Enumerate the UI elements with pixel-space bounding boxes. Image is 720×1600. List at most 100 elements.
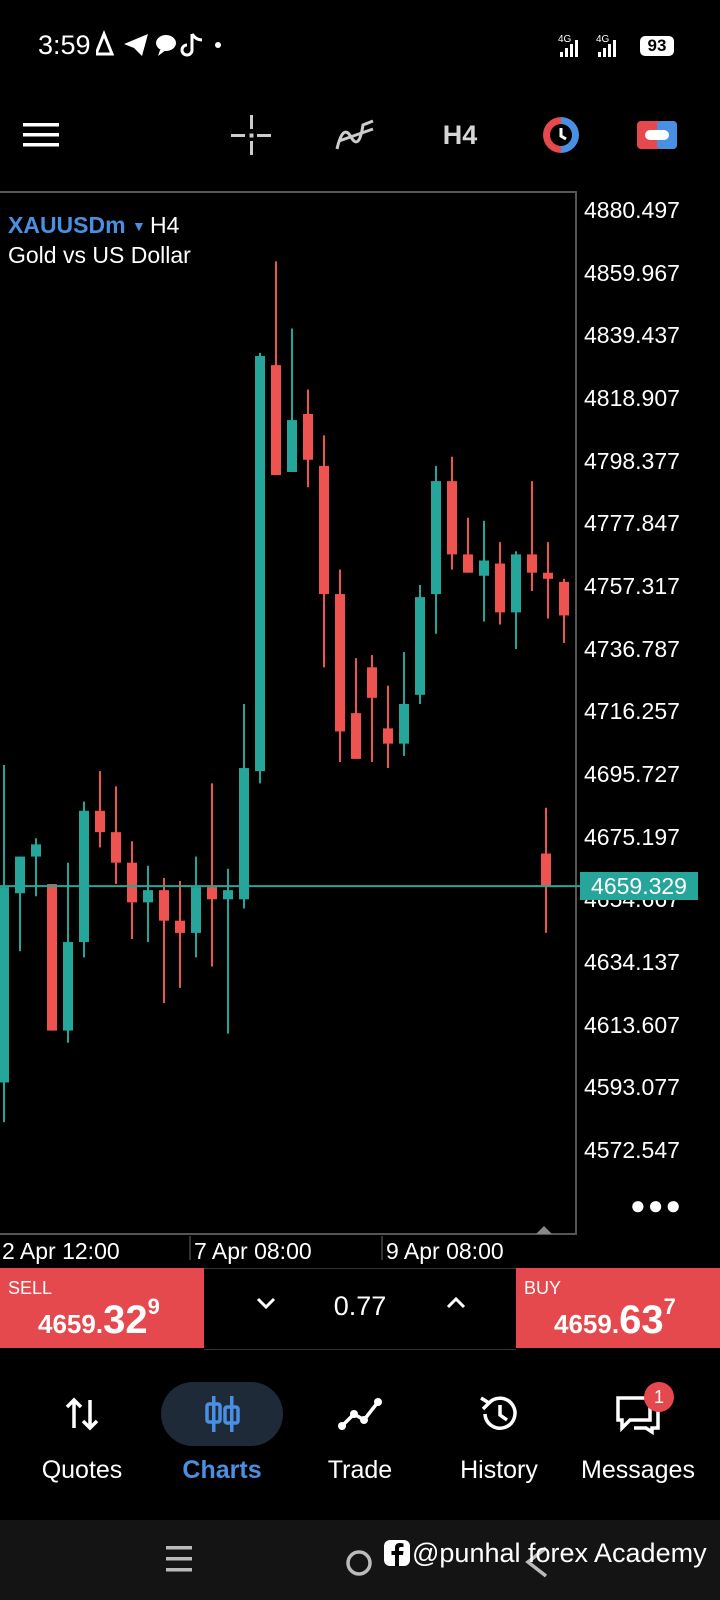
price-tick-label: 4859.967 — [584, 259, 680, 286]
charts-icon — [205, 1396, 240, 1432]
symbol-label[interactable]: XAUUSDm — [8, 212, 126, 238]
chevron-up-icon — [446, 1296, 466, 1309]
notification-icons — [93, 29, 256, 67]
candle-body — [335, 594, 345, 732]
candle-body — [95, 810, 105, 833]
price-chart[interactable] — [0, 0, 720, 1260]
nav-label-quotes: Quotes — [41, 1456, 123, 1484]
candle-body — [303, 413, 313, 460]
candle-body — [111, 832, 121, 863]
indicators-icon — [335, 119, 374, 150]
chevron-down-icon — [256, 1297, 276, 1310]
notification-icon-group — [93, 29, 221, 57]
more-options-icon[interactable]: ●●● — [630, 1190, 684, 1220]
menu-button[interactable] — [18, 110, 64, 160]
buy-price-main: 4659. — [554, 1309, 620, 1339]
price-tick-label: 4675.197 — [584, 823, 680, 850]
lot-decrease-button[interactable] — [254, 1291, 278, 1322]
nav-history[interactable]: History — [427, 1362, 571, 1522]
candle-body — [495, 563, 505, 613]
buy-price-fraction: 7 — [663, 1294, 676, 1319]
sell-button[interactable]: SELL 4659.329 — [0, 1268, 204, 1348]
status-time: 3:59 — [38, 30, 91, 60]
candle-body — [159, 890, 169, 921]
candle-body — [0, 887, 9, 1083]
signal-icons: 4G 4G — [556, 32, 636, 65]
nav-label-charts: Charts — [182, 1456, 262, 1484]
sell-price: 4659.329 — [38, 1294, 160, 1343]
charts-active-pill — [161, 1382, 283, 1446]
nav-label-trade: Trade — [327, 1456, 393, 1484]
menu-icon — [23, 123, 59, 147]
price-tick-label: 4777.847 — [584, 510, 680, 537]
buy-label: BUY — [524, 1278, 562, 1298]
symbol-dropdown-icon[interactable]: ▼ — [132, 218, 146, 234]
sell-price-pips: 32 — [103, 1298, 148, 1342]
price-tick-label: 4572.547 — [584, 1137, 680, 1163]
home-button[interactable] — [344, 1548, 374, 1583]
current-price-badge: 4659.329 — [580, 872, 698, 901]
price-tick-label: 4736.787 — [584, 635, 680, 662]
candle-body — [399, 703, 409, 744]
price-tick-label: 4798.377 — [584, 447, 680, 474]
switch-icon — [637, 121, 677, 149]
chart-frame — [0, 191, 577, 1235]
switch-button[interactable] — [632, 110, 682, 160]
buy-price: 4659.637 — [554, 1294, 676, 1343]
time-tick-label: 2 Apr 12:00 — [2, 1238, 120, 1264]
recent-apps-button[interactable] — [164, 1542, 194, 1581]
lot-size-value[interactable]: 0.77 — [333, 1291, 387, 1321]
candle-body — [223, 890, 233, 900]
nav-quotes[interactable]: Quotes — [10, 1362, 154, 1522]
nav-label-messages: Messages — [581, 1456, 695, 1484]
price-tick-label: 4593.077 — [584, 1074, 680, 1101]
candle-body — [511, 554, 521, 613]
facebook-icon — [384, 1540, 410, 1571]
nav-trade[interactable]: Trade — [288, 1362, 432, 1522]
price-tick-label: 4613.607 — [584, 1011, 680, 1038]
price-tick-label: 4818.907 — [584, 385, 680, 411]
lot-increase-button[interactable] — [444, 1291, 468, 1322]
price-tick-label: 4634.137 — [584, 949, 680, 975]
sell-price-main: 4659. — [38, 1309, 104, 1339]
chart-timeframe-label: H4 — [150, 212, 180, 238]
sell-price-fraction: 9 — [147, 1294, 160, 1319]
back-button[interactable] — [522, 1544, 552, 1585]
symbol-description: Gold vs US Dollar — [8, 242, 191, 268]
price-tick-label: 4716.257 — [584, 698, 680, 725]
buy-button[interactable]: BUY 4659.637 — [516, 1268, 720, 1348]
candle-body — [541, 853, 551, 888]
home-icon — [346, 1550, 372, 1576]
buy-price-pips: 63 — [619, 1298, 664, 1342]
candle-body — [271, 365, 281, 476]
candle-body — [431, 481, 441, 595]
messages-badge: 1 — [644, 1382, 674, 1412]
back-icon — [525, 1546, 548, 1578]
nav-charts[interactable]: Charts — [150, 1362, 294, 1522]
history-icon — [480, 1396, 517, 1430]
candle-body — [527, 554, 537, 573]
nav-label-history: History — [460, 1456, 538, 1484]
recent-apps-icon — [166, 1546, 192, 1572]
candle-body — [31, 844, 41, 857]
crosshair-button[interactable] — [226, 110, 276, 160]
time-tick-label: 9 Apr 08:00 — [386, 1238, 504, 1264]
scroll-indicator — [536, 1226, 552, 1234]
indicators-button[interactable] — [330, 110, 380, 160]
nav-messages[interactable]: 1 Messages — [566, 1362, 710, 1522]
candle-body — [239, 768, 249, 900]
trade-history-icon — [543, 117, 579, 153]
candle-body — [559, 581, 569, 616]
watermark-text: @punhal forex Academy — [412, 1538, 707, 1568]
candle-body — [479, 560, 489, 576]
timeframe-button[interactable]: H4 — [430, 110, 490, 160]
price-tick-label: 4880.497 — [584, 197, 680, 223]
trade-history-toggle[interactable] — [536, 110, 586, 160]
candle-body — [351, 713, 361, 759]
candle-body — [191, 887, 201, 933]
network-type-1: 4G — [558, 34, 572, 45]
price-tick-label: 4757.317 — [584, 573, 680, 599]
trade-icon — [338, 1398, 382, 1430]
system-navigation-bar — [0, 1520, 720, 1600]
candle-body — [463, 554, 473, 573]
